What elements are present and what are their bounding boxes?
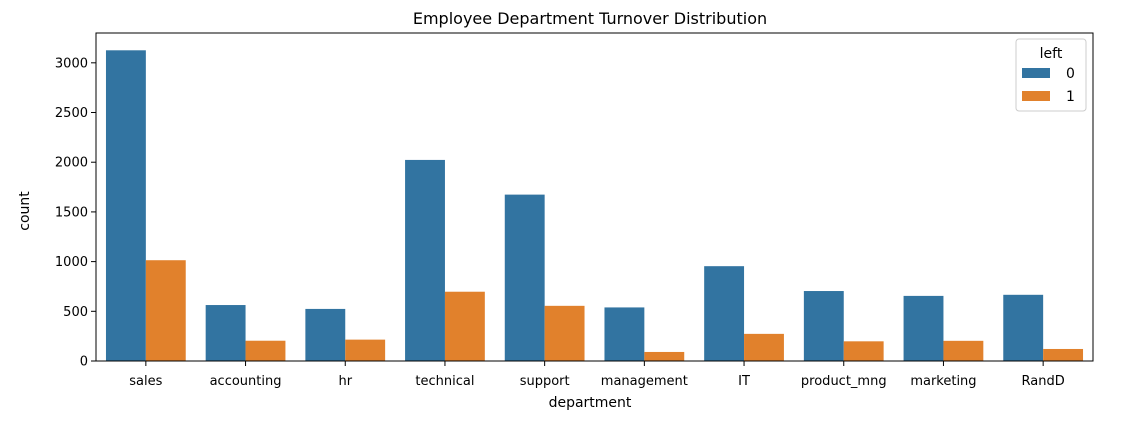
legend-title: left [1040, 46, 1063, 62]
y-tick-label: 1000 [55, 255, 88, 270]
bar-sales-series-1 [145, 260, 186, 361]
legend-swatch-0 [1022, 68, 1050, 78]
legend-swatch-1 [1022, 91, 1050, 101]
bar-IT-series-0 [704, 266, 745, 361]
bar-product_mng-series-0 [803, 291, 844, 361]
x-tick-label: marketing [910, 374, 976, 389]
x-tick-label: product_mng [801, 374, 887, 389]
x-tick-label: management [601, 374, 688, 389]
y-tick-label: 2000 [55, 156, 88, 171]
bar-technical-series-1 [444, 291, 485, 361]
bar-management-series-1 [644, 351, 685, 361]
bar-hr-series-1 [345, 339, 386, 361]
chart-title: Employee Department Turnover Distributio… [413, 9, 767, 28]
bar-marketing-series-1 [943, 340, 984, 361]
x-tick-label: IT [738, 374, 750, 389]
y-axis: 0 500 1000 1500 2000 2500 3000 [55, 56, 96, 370]
bar-support-series-0 [504, 194, 545, 361]
legend-label-0: 0 [1066, 66, 1075, 82]
bar-management-series-0 [604, 307, 645, 361]
y-tick-label: 3000 [55, 56, 88, 71]
y-axis-title: count [17, 191, 33, 231]
x-tick-label: hr [338, 374, 352, 389]
bar-marketing-series-0 [903, 295, 944, 361]
bar-accounting-series-1 [245, 340, 286, 361]
bar-technical-series-0 [405, 159, 445, 361]
bars-layer [105, 50, 1084, 361]
y-tick-label: 0 [80, 355, 88, 370]
bar-hr-series-0 [305, 308, 346, 361]
x-tick-label: RandD [1022, 374, 1065, 389]
x-axis: sales accounting hr technical support managem… [129, 361, 1065, 389]
x-tick-label: accounting [210, 374, 282, 389]
x-tick-label: sales [129, 374, 162, 389]
x-tick-label: technical [415, 374, 474, 389]
bar-sales-series-0 [105, 50, 146, 361]
y-tick-label: 2500 [55, 106, 88, 121]
y-tick-label: 500 [63, 305, 88, 320]
bar-RandD-series-0 [1003, 294, 1044, 361]
x-axis-title: department [549, 395, 632, 411]
bar-product_mng-series-1 [843, 341, 884, 361]
bar-RandD-series-1 [1043, 348, 1084, 361]
legend: left 0 1 [1015, 38, 1087, 112]
y-tick-label: 1500 [55, 205, 88, 220]
x-tick-label: support [520, 374, 570, 389]
plot-frame [95, 32, 1094, 362]
bar-accounting-series-0 [205, 305, 246, 361]
bar-IT-series-1 [744, 333, 784, 361]
legend-label-1: 1 [1066, 89, 1075, 105]
bar-support-series-1 [544, 305, 585, 361]
